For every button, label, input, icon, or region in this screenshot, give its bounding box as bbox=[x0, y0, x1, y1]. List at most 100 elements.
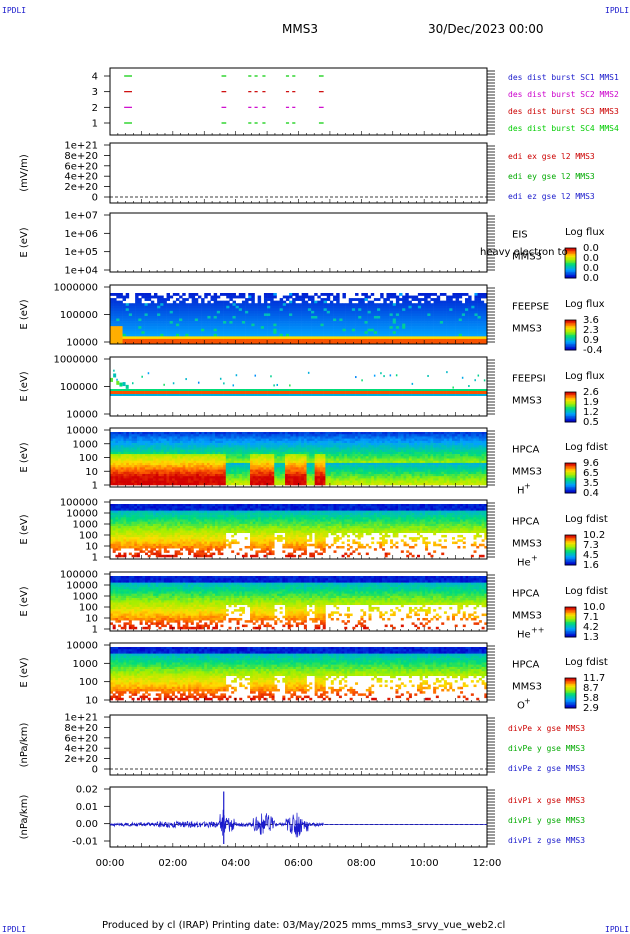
hpca_o-colorbar-cell bbox=[565, 691, 576, 694]
hpca_he1-colorbar-cell bbox=[565, 557, 576, 560]
eis-ylabel: E (eV) bbox=[19, 227, 30, 257]
hpca_he2-ytick-label: 1 bbox=[92, 625, 98, 636]
edi-ytick-label: 1e+21 bbox=[64, 141, 98, 152]
eis-instrument-label: EIS bbox=[512, 230, 528, 241]
hpca_he2-colorbar-value: 7.1 bbox=[583, 612, 599, 623]
divpe-ytick-label: 2e+20 bbox=[64, 754, 98, 765]
hpca_o-colorbar-cell bbox=[565, 685, 576, 688]
hpca_h-colorbar-cell bbox=[565, 470, 576, 473]
feepsi-colorbar-cell bbox=[565, 414, 576, 417]
hpca_h-ylabel: E (eV) bbox=[19, 442, 30, 472]
hpca_h-colorbar-cell bbox=[565, 475, 576, 477]
edi-ytick-label: 6e+20 bbox=[64, 161, 98, 172]
hpca_h-colorbar-cell bbox=[565, 481, 576, 483]
feepse-colorbar-cell bbox=[565, 342, 576, 345]
eis-colorbar-title: Log flux bbox=[565, 227, 605, 238]
hpca_he1-colorbar-frame bbox=[564, 534, 577, 566]
hpca_he2-colorbar-cell bbox=[565, 626, 576, 629]
hpca_he2-heatmap bbox=[110, 576, 488, 630]
hpca_h-ytick-label: 10 bbox=[85, 467, 98, 478]
hpca_h-colorbar-cell bbox=[565, 469, 576, 471]
feepsi-colorbar-cell bbox=[565, 419, 576, 421]
hpca_he1-heatmap bbox=[110, 504, 488, 558]
divpe-frame bbox=[109, 714, 488, 776]
edi-series-label: edi ex gse l2 MMS3 bbox=[508, 152, 595, 161]
feepsi-colorbar-value: 1.9 bbox=[583, 397, 599, 408]
hpca_he2-colorbar-cell bbox=[565, 610, 576, 612]
divpi-ytick-label: 0.01 bbox=[76, 802, 98, 813]
edi-ytick-label: 4e+20 bbox=[64, 172, 98, 183]
feepsi-ytick-label: 10000 bbox=[66, 410, 98, 421]
divpe-ytick-label: 1e+21 bbox=[64, 713, 98, 724]
eis-colorbar-cell bbox=[565, 264, 576, 267]
edi-ytick-label: 0 bbox=[92, 193, 98, 204]
hpca_o-colorbar-cell bbox=[565, 706, 576, 709]
feepse-colorbar-value: 3.6 bbox=[583, 315, 599, 326]
hpca_he2-colorbar-cell bbox=[565, 611, 576, 614]
hpca_he2-colorbar-cell bbox=[565, 619, 576, 621]
feepse-ytick-label: 1000000 bbox=[53, 283, 98, 294]
hpca_h-colorbar-cell bbox=[565, 473, 576, 476]
hpca_he2-ytick-label: 1000 bbox=[73, 592, 98, 603]
hpca_h-colorbar-frame bbox=[564, 462, 577, 494]
hpca_o-colorbar-cell bbox=[565, 700, 576, 703]
feepsi-colorbar-frame bbox=[564, 391, 577, 423]
eis-colorbar-cell bbox=[565, 258, 576, 261]
hpca_he1-instrument-label: HPCA bbox=[512, 517, 540, 528]
edi-series-label: edi ez gse l2 MMS3 bbox=[508, 192, 595, 201]
feepse-colorbar-cell bbox=[565, 348, 576, 351]
feepsi-colorbar-cell bbox=[565, 411, 576, 414]
feepse-colorbar-frame bbox=[564, 319, 577, 351]
hpca_o-ytick-label: 1000 bbox=[73, 659, 98, 670]
corner-label-bottom-right: IPDLI bbox=[605, 925, 630, 934]
feepsi-ytick-label: 1000000 bbox=[53, 355, 98, 366]
eis-overlay-text: heavy electron to bbox=[480, 247, 568, 258]
feepse-colorbar-cell bbox=[565, 330, 576, 333]
feepsi-spacecraft-label: MMS3 bbox=[512, 396, 542, 407]
eis-colorbar-cell bbox=[565, 260, 576, 262]
hpca_h-spacecraft-label: MMS3 bbox=[512, 467, 542, 478]
feepse-colorbar-cell bbox=[565, 323, 576, 325]
feepsi-colorbar-cell bbox=[565, 417, 576, 420]
hpca_he2-colorbar-title: Log fdist bbox=[565, 586, 608, 597]
hpca_he1-colorbar-cell bbox=[565, 539, 576, 542]
hpca_he2-colorbar-cell bbox=[565, 614, 576, 617]
hpca_o-ytick-label: 10000 bbox=[66, 641, 98, 652]
hpca_he2-colorbar-cell bbox=[565, 617, 576, 620]
feepsi-colorbar-cell bbox=[565, 410, 576, 412]
eis-colorbar-cell bbox=[565, 254, 576, 256]
corner-label-left: IPDLI bbox=[2, 6, 27, 15]
hpca_he1-colorbar-cell bbox=[565, 560, 576, 563]
feepsi-colorbar-cell bbox=[565, 416, 576, 418]
burst-ytick-label: 2 bbox=[92, 103, 98, 114]
hpca_he1-colorbar-cell bbox=[565, 551, 576, 554]
eis-ytick-label: 1e+04 bbox=[64, 266, 98, 277]
hpca_he1-colorbar-value: 4.5 bbox=[583, 550, 599, 561]
hpca_o-spacecraft-label: MMS3 bbox=[512, 682, 542, 693]
hpca_he2-spacecraft-label: MMS3 bbox=[512, 611, 542, 622]
hpca_he2-ylabel: E (eV) bbox=[19, 586, 30, 616]
feepse-ytick-label: 100000 bbox=[60, 310, 98, 321]
divpe-ytick-label: 4e+20 bbox=[64, 744, 98, 755]
hpca_he1-colorbar-title: Log fdist bbox=[565, 514, 608, 525]
hpca_he1-ytick-label: 10 bbox=[85, 542, 98, 553]
eis-ytick-label: 1e+05 bbox=[64, 247, 98, 258]
hpca_h-colorbar-cell bbox=[565, 485, 576, 488]
divpe-ytick-label: 8e+20 bbox=[64, 723, 98, 734]
hpca_h-colorbar-cell bbox=[565, 488, 576, 491]
feepsi-heatmap bbox=[110, 369, 488, 396]
feepse-spacecraft-label: MMS3 bbox=[512, 324, 542, 335]
hpca_he2-colorbar-value: 1.3 bbox=[583, 632, 599, 643]
hpca_he2-colorbar-value: 10.0 bbox=[583, 602, 605, 613]
hpca_he2-colorbar-cell bbox=[565, 631, 576, 633]
eis-colorbar-cell bbox=[565, 270, 576, 273]
hpca_he2-colorbar-cell bbox=[565, 607, 576, 609]
feepsi-colorbar-value: 2.6 bbox=[583, 387, 599, 398]
divpi-series-label: divPi y gse MMS3 bbox=[508, 816, 585, 825]
hpca_o-colorbar-cell bbox=[565, 693, 576, 695]
burst-frame bbox=[109, 67, 488, 136]
hpca_h-colorbar-cell bbox=[565, 491, 576, 494]
hpca_he2-colorbar-cell bbox=[565, 623, 576, 626]
feepse-colorbar-cell bbox=[565, 324, 576, 327]
